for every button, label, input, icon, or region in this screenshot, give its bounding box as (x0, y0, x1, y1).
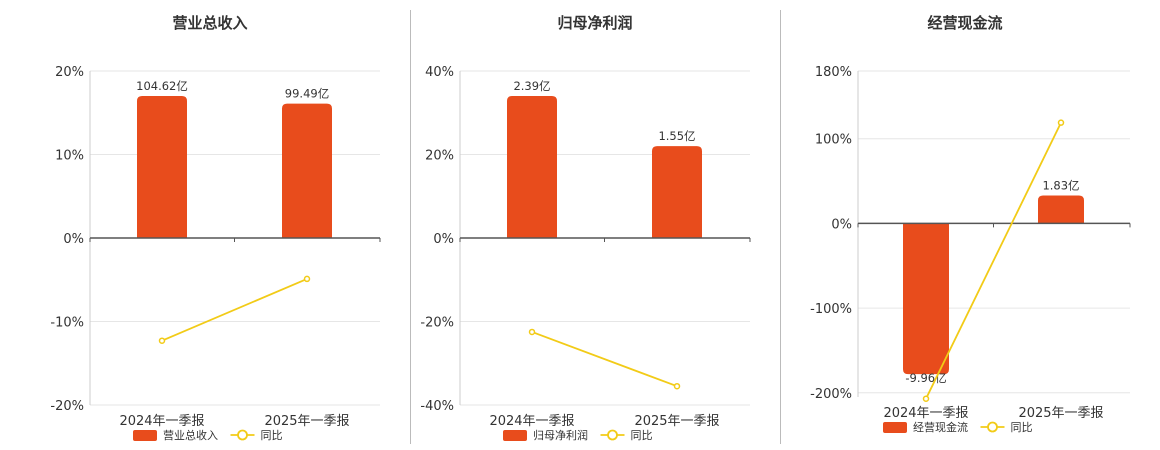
y-tick-label: 20% (55, 65, 84, 80)
bar-data-label: 99.49亿 (285, 87, 329, 101)
bar (652, 146, 702, 238)
y-tick-label: 10% (55, 149, 84, 164)
y-tick-label: -20% (50, 399, 84, 414)
bar-data-label: -9.96亿 (905, 371, 946, 385)
legend-bar-swatch (133, 430, 157, 441)
panel-divider (410, 10, 411, 444)
y-tick-label: -200% (810, 387, 852, 402)
y-tick-label: 0% (831, 217, 852, 232)
legend-line-marker (237, 429, 248, 441)
legend-line-marker (607, 429, 618, 441)
legend-bar-swatch (883, 422, 907, 433)
x-category-label: 2024年一季报 (119, 414, 204, 429)
legend-bar-label: 营业总收入 (163, 428, 218, 442)
y-tick-label: -10% (50, 316, 84, 331)
y-tick-label: 0% (433, 232, 454, 247)
bar-data-label: 1.55亿 (658, 129, 695, 143)
legend-line-label: 同比 (261, 429, 283, 442)
legend-bar-label: 归母净利润 (533, 428, 588, 442)
legend-line-label: 同比 (631, 429, 653, 442)
y-tick-label: -20% (420, 316, 454, 331)
legend-bar-label: 经营现金流 (913, 420, 968, 434)
bar (903, 223, 949, 375)
bar (282, 103, 332, 238)
x-category-label: 2025年一季报 (1018, 406, 1103, 421)
panel-divider (780, 10, 781, 444)
legend-bar-swatch (503, 430, 527, 441)
x-category-label: 2025年一季报 (264, 414, 349, 429)
bar (137, 96, 187, 238)
y-tick-label: 180% (815, 65, 852, 80)
x-category-label: 2024年一季报 (489, 414, 574, 429)
bar (1038, 195, 1084, 224)
x-category-label: 2025年一季报 (634, 414, 719, 429)
bar-data-label: 2.39亿 (513, 79, 550, 93)
cash-flow-chart-panel: 经营现金流 (780, 0, 1150, 450)
chart-title: 经营现金流 (927, 14, 1003, 32)
yoy-line (531, 331, 678, 388)
y-tick-label: 0% (63, 232, 84, 247)
y-tick-label: -100% (810, 302, 852, 317)
yoy-point (303, 275, 311, 283)
revenue-chart-panel: 营业总收入 (40, 0, 410, 450)
legend-line-marker (987, 421, 998, 433)
bar (507, 96, 557, 238)
net-profit-chart-panel: 归母净利润 (410, 0, 780, 450)
chart-title: 归母净利润 (557, 14, 633, 32)
yoy-line (161, 278, 308, 342)
chart-title: 营业总收入 (172, 14, 248, 32)
bar-data-label: 1.83亿 (1042, 178, 1079, 192)
x-category-label: 2024年一季报 (883, 406, 968, 421)
yoy-point (1057, 119, 1065, 126)
yoy-point (922, 395, 930, 402)
bar-data-label: 104.62亿 (136, 79, 188, 93)
y-tick-label: -40% (420, 399, 454, 414)
yoy-point (673, 382, 681, 390)
yoy-point (528, 328, 536, 336)
y-tick-label: 100% (815, 133, 852, 148)
legend-line-label: 同比 (1011, 421, 1033, 434)
yoy-point (158, 337, 166, 344)
y-tick-label: 40% (425, 65, 454, 80)
y-tick-label: 20% (425, 149, 454, 164)
yoy-line (925, 122, 1062, 400)
